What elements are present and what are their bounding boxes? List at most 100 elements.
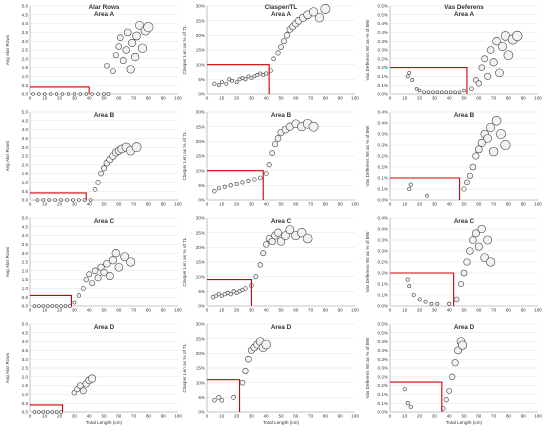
chart-panel-10: 0.0 0.5 1.0 1.5 2.0 2.5 3.0 3.5 4.0 4.5 5.0 0 10 20 30… xyxy=(5,322,182,425)
x-tick-label: 90 xyxy=(521,308,527,313)
data-point xyxy=(405,277,410,282)
data-point xyxy=(483,134,492,143)
x-tick-label: 0 xyxy=(389,202,392,207)
chart-panel-5: 0% 5% 10% 15% 20% 25% 30% 0 10 20 30 40 50 60 70 80 90 10… xyxy=(182,110,359,207)
y-tick-label: 0.3% xyxy=(378,366,388,371)
data-point xyxy=(500,139,511,151)
y-tick-label: 0.2% xyxy=(378,56,388,61)
data-point xyxy=(37,410,41,414)
data-point xyxy=(478,64,485,71)
data-point xyxy=(274,135,282,142)
y-tick-label: 1.5 xyxy=(22,277,29,282)
x-tick-label: 10 xyxy=(219,202,225,207)
chart-title: Vas Deferens xyxy=(444,4,484,11)
data-point xyxy=(234,181,239,186)
data-point xyxy=(414,86,419,91)
data-point xyxy=(431,90,435,95)
x-tick-label: 90 xyxy=(521,96,527,101)
data-point xyxy=(242,367,249,374)
x-tick-label: 30 xyxy=(249,308,255,313)
data-point xyxy=(491,116,502,126)
data-point xyxy=(512,30,523,42)
y-tick-label: 0.5 xyxy=(22,83,29,88)
data-point xyxy=(54,92,59,96)
data-point xyxy=(126,257,136,267)
data-point xyxy=(110,68,116,74)
y-tick-label: 4.0 xyxy=(22,21,29,26)
data-point xyxy=(126,65,135,74)
data-point xyxy=(72,92,77,96)
x-tick-label: 10 xyxy=(402,202,408,207)
data-point xyxy=(480,253,489,262)
x-tick-label: 100 xyxy=(174,202,182,207)
y-tick-label: 2.5 xyxy=(22,48,29,53)
x-tick-label: 90 xyxy=(338,96,344,101)
x-tick-label: 40 xyxy=(264,202,270,207)
data-point xyxy=(108,256,117,265)
y-tick-label: 15% xyxy=(196,48,205,53)
chart-subtitle: Area A xyxy=(454,11,475,18)
data-point xyxy=(314,13,325,23)
y-axis-label: Clasper Len as % of TL xyxy=(182,131,187,180)
x-tick-label: 10 xyxy=(219,96,225,101)
x-tick-label: 60 xyxy=(293,308,299,313)
reference-line xyxy=(30,86,90,94)
x-tick-label: 0 xyxy=(389,96,392,101)
data-point xyxy=(405,401,410,406)
chart-title: Area B xyxy=(454,112,475,119)
x-tick-label: 80 xyxy=(146,96,152,101)
y-tick-label: 0.1% xyxy=(378,83,388,88)
data-point xyxy=(49,92,53,96)
data-point xyxy=(423,299,428,304)
data-point xyxy=(111,249,120,258)
reference-line xyxy=(30,404,64,412)
y-axis-label: Vas Deferens Wt as % of BW xyxy=(365,231,370,292)
data-point xyxy=(458,280,465,288)
chart-panel-3: 0.0% 0.1% 0.1% 0.2% 0.2% 0.3% 0.3% 0.4% 0.4% 0.5%… xyxy=(365,4,542,101)
data-point xyxy=(309,7,319,17)
chart-panel-7: 0.0 0.5 1.0 1.5 2.0 2.5 3.0 3.5 4.0 4.5 5.0 0 10 20 30… xyxy=(5,216,182,313)
data-point xyxy=(460,269,468,277)
x-tick-label: 90 xyxy=(521,414,527,419)
data-point xyxy=(264,71,269,76)
data-point xyxy=(41,198,46,202)
data-point xyxy=(407,70,412,75)
data-point xyxy=(446,388,452,394)
data-point xyxy=(66,92,71,96)
data-point xyxy=(90,92,94,96)
y-tick-label: 2.0 xyxy=(22,162,29,167)
data-point xyxy=(219,80,224,85)
data-point xyxy=(216,394,222,400)
x-tick-label: 20 xyxy=(234,96,240,101)
y-tick-label: 0% xyxy=(198,304,205,309)
chart-title: Area C xyxy=(94,218,115,225)
data-point xyxy=(228,292,233,297)
y-tick-label: 3.0 xyxy=(22,145,29,150)
x-tick-label: 10 xyxy=(42,414,48,419)
y-axis-label: Vas Deferens Wt as % of BW xyxy=(365,19,370,80)
x-tick-label: 50 xyxy=(101,202,107,207)
data-point xyxy=(263,171,269,177)
x-tick-label: 30 xyxy=(432,308,438,313)
y-tick-label: 1.0 xyxy=(22,74,29,79)
x-tick-label: 10 xyxy=(402,96,408,101)
x-axis-label: Total Length (cm) xyxy=(263,420,300,425)
data-point xyxy=(263,241,270,248)
x-tick-label: 100 xyxy=(174,96,182,101)
y-tick-label: 0.2% xyxy=(378,65,388,70)
data-point xyxy=(86,271,93,278)
x-tick-label: 30 xyxy=(432,414,438,419)
data-point xyxy=(234,80,239,85)
data-point xyxy=(212,81,217,86)
x-tick-label: 40 xyxy=(447,96,453,101)
chart-title: Area B xyxy=(94,112,115,119)
data-point xyxy=(497,41,508,52)
data-point xyxy=(123,28,132,37)
y-tick-label: 0.3% xyxy=(378,357,388,362)
data-point xyxy=(481,55,489,63)
x-tick-label: 10 xyxy=(42,308,48,313)
data-point xyxy=(50,304,54,308)
data-point xyxy=(278,44,284,50)
reference-line xyxy=(390,272,455,306)
data-point xyxy=(54,410,59,414)
